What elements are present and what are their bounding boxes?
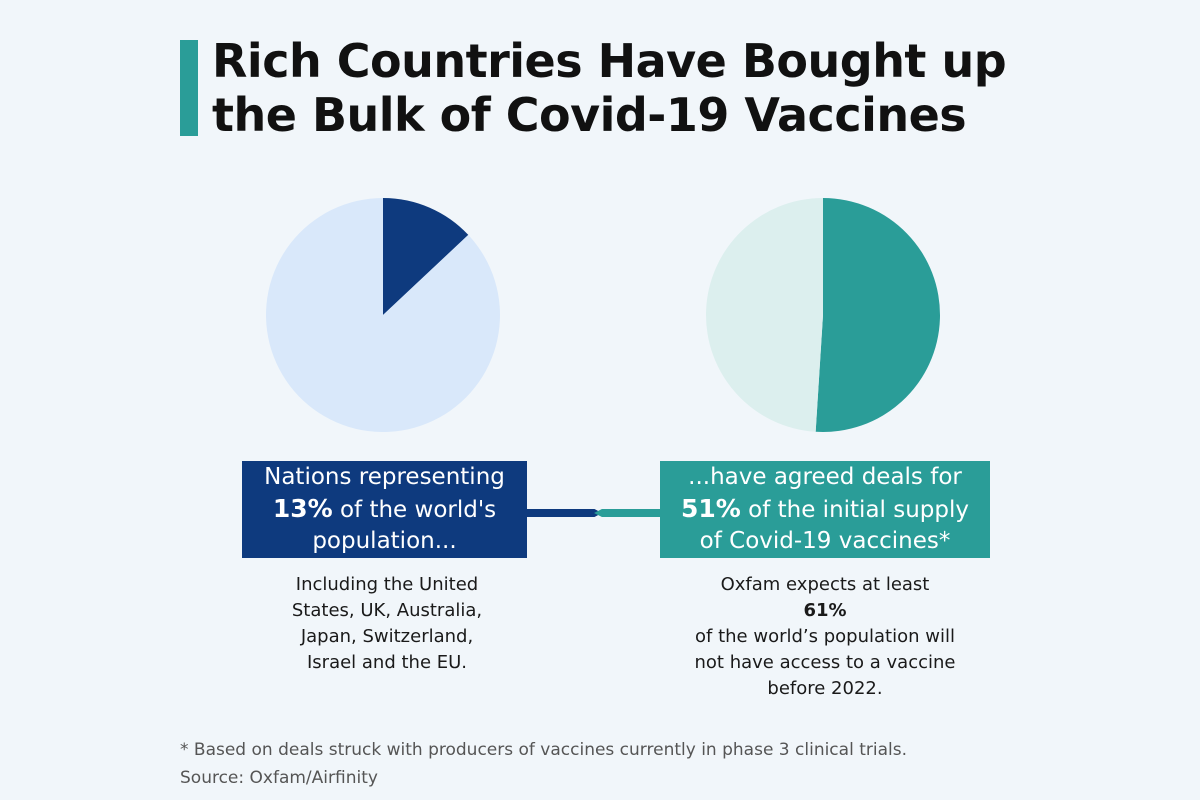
callout-text: of the initial supply	[740, 497, 969, 523]
description-line: States, UK, Australia,	[291, 600, 483, 621]
description-line: not have access to a vaccine	[694, 652, 956, 673]
pie-slice-highlight	[383, 198, 469, 315]
description-line: Including the United	[295, 574, 479, 595]
connector-right	[594, 509, 660, 517]
footnote: * Based on deals struck with producers o…	[180, 736, 1180, 792]
population-description: Including the United States, UK, Austral…	[262, 572, 512, 676]
page-title: Rich Countries Have Bought up the Bulk o…	[212, 34, 1172, 142]
description-line: Japan, Switzerland,	[300, 626, 474, 647]
description-text: Oxfam expects at least	[720, 574, 930, 595]
description-line: of the world’s population will	[695, 626, 955, 647]
title-line-1: Rich Countries Have Bought up	[212, 34, 1007, 88]
description-line: Oxfam expects at least 61%	[660, 572, 990, 624]
callout-line: of Covid-19 vaccines*	[699, 528, 951, 554]
pie-chart-vaccine-supply	[705, 198, 940, 432]
footnote-note: * Based on deals struck with producers o…	[180, 740, 907, 760]
description-line: before 2022.	[767, 678, 883, 699]
population-callout-box: Nations representing 13% of the world's …	[242, 461, 527, 558]
callout-line: 51% of the initial supply	[660, 493, 990, 526]
supply-description: Oxfam expects at least 61% of the world’…	[660, 572, 990, 702]
callout-line: ...have agreed deals for	[688, 464, 962, 490]
callout-line: 13% of the world's	[242, 493, 527, 526]
title-line-2: the Bulk of Covid-19 Vaccines	[212, 88, 967, 142]
callout-line: population...	[312, 528, 457, 554]
description-line: Israel and the EU.	[306, 652, 468, 673]
connector-left	[527, 509, 602, 517]
title-accent-bar	[180, 40, 198, 136]
callout-text: of the world's	[332, 497, 497, 523]
pie-slice-remainder	[266, 198, 500, 432]
supply-callout-box: ...have agreed deals for 51% of the init…	[660, 461, 990, 558]
pie-slice-remainder	[705, 198, 823, 432]
access-percent: 61%	[803, 600, 847, 621]
population-percent: 13%	[272, 494, 333, 523]
pie-slice-highlight	[815, 198, 940, 432]
source-line: Source: Oxfam/Airfinity	[180, 768, 378, 788]
pie-chart-population	[266, 198, 500, 432]
supply-percent: 51%	[680, 494, 741, 523]
callout-line: Nations representing	[264, 464, 505, 490]
